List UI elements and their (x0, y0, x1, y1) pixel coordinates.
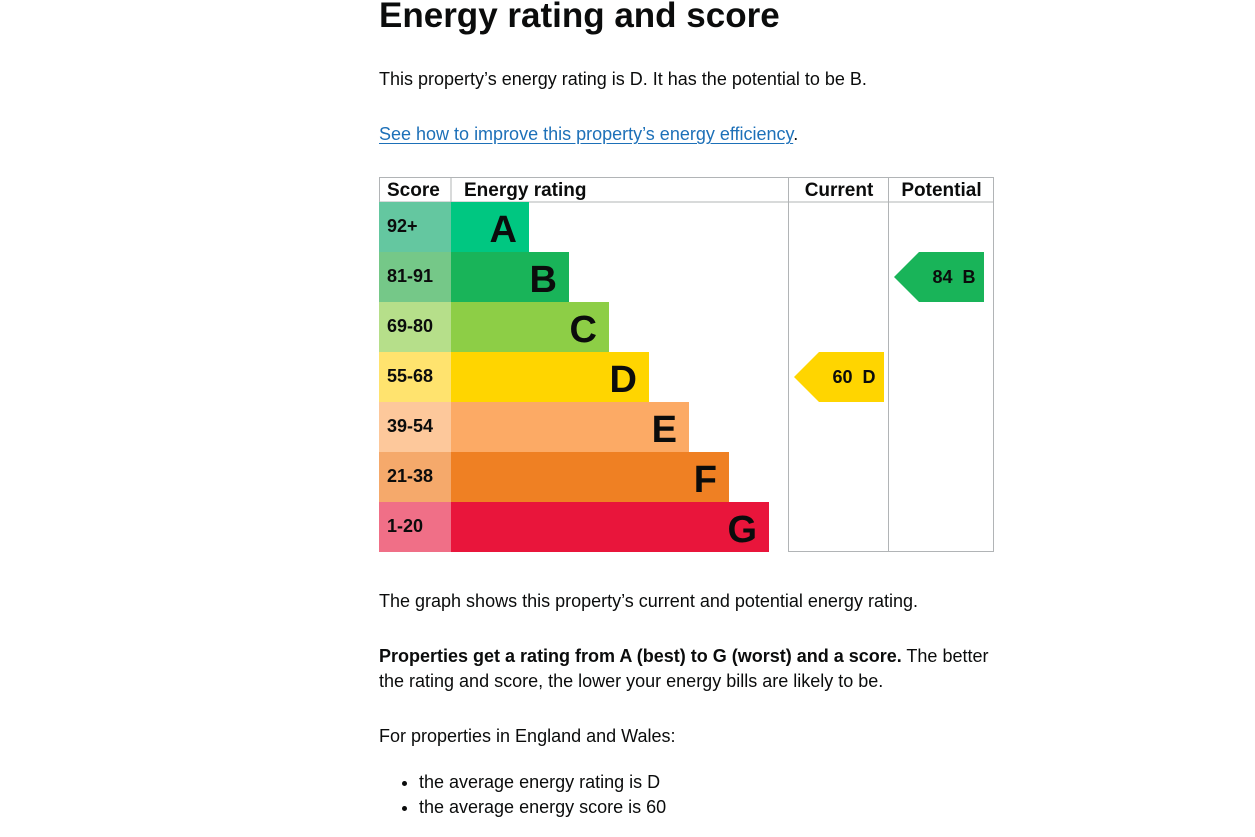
rating-bar-g (451, 502, 769, 552)
page-title: Energy rating and score (379, 0, 780, 35)
intro-text: This property’s energy rating is D. It h… (379, 69, 867, 89)
current-rating-arrow (794, 352, 884, 402)
list-item: the average energy rating is D (419, 770, 666, 795)
rating-explanation: Properties get a rating from A (best) to… (379, 644, 999, 694)
score-cell-a (379, 202, 451, 252)
averages-list: the average energy rating is D the avera… (379, 770, 666, 820)
score-label-e: 39-54 (387, 416, 433, 436)
rating-letter-d: D (610, 359, 637, 401)
rating-bar-b (451, 252, 569, 302)
score-label-g: 1-20 (387, 516, 423, 536)
score-cell-d (379, 352, 451, 402)
score-label-c: 69-80 (387, 316, 433, 336)
potential-rating-label: 84 B (932, 267, 975, 287)
rating-letter-g: G (727, 509, 757, 551)
energy-rating-svg: Score Energy rating Current Potential 92+ A 81… (379, 177, 994, 552)
score-cell-c (379, 302, 451, 352)
score-cell-e (379, 402, 451, 452)
rating-letter-f: F (694, 459, 717, 501)
list-item: the average energy score is 60 (419, 795, 666, 820)
rating-bar-f (451, 452, 729, 502)
header-potential: Potential (901, 180, 981, 201)
score-label-a: 92+ (387, 216, 418, 236)
current-rating-label: 60 D (832, 367, 875, 387)
score-label-b: 81-91 (387, 266, 433, 286)
energy-rating-chart: Score Energy rating Current Potential 92+ A 81… (379, 177, 994, 552)
header-current: Current (805, 180, 874, 201)
header-energy-rating: Energy rating (464, 180, 586, 201)
potential-rating-arrow (894, 252, 984, 302)
score-label-f: 21-38 (387, 466, 433, 486)
rating-explanation-rest: The better the rating and score, the low… (379, 646, 989, 691)
rating-letter-b: B (530, 259, 557, 301)
score-cell-b (379, 252, 451, 302)
improve-efficiency-link[interactable]: See how to improve this property’s energ… (379, 124, 794, 144)
score-cell-g (379, 502, 451, 552)
rating-explanation-bold: Properties get a rating from A (best) to… (379, 646, 902, 666)
score-cell-f (379, 452, 451, 502)
rating-bar-c (451, 302, 609, 352)
rating-letter-e: E (652, 409, 677, 451)
link-suffix: . (793, 124, 799, 144)
improve-paragraph: See how to improve this property’s energ… (379, 122, 798, 147)
rating-bar-e (451, 402, 689, 452)
rating-bar-d (451, 352, 649, 402)
rating-letter-c: C (570, 309, 597, 351)
region-text: For properties in England and Wales: (379, 726, 676, 746)
rating-bar-a (451, 202, 529, 252)
score-label-d: 55-68 (387, 366, 433, 386)
graph-caption: The graph shows this property’s current … (379, 591, 918, 611)
rating-letter-a: A (490, 209, 517, 251)
header-score: Score (387, 180, 440, 201)
